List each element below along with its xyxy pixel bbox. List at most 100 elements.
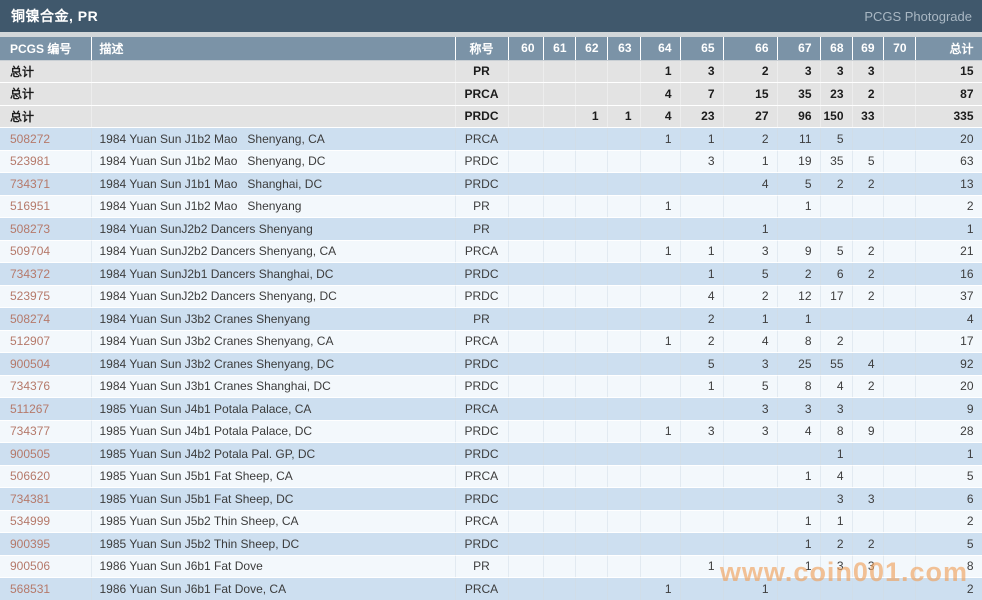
grade-67-cell: 9: [777, 240, 821, 263]
pcgs-number-link[interactable]: 523975: [10, 289, 51, 304]
total-cell: 335: [915, 105, 982, 128]
grade-68-cell: 17: [820, 285, 853, 308]
grade-64-cell: [640, 510, 681, 533]
grade-62-cell: [575, 172, 608, 196]
pcgs-number-link[interactable]: 900395: [10, 536, 51, 551]
pcgs-number-cell: 900395: [0, 532, 92, 556]
grade-70-cell: [883, 510, 916, 533]
grade-70-cell: [883, 307, 916, 331]
grade-64-cell: 1: [640, 127, 681, 151]
table-row: 900504 1984 Yuan Sun J3b2 Cranes Shenyang…: [0, 352, 982, 376]
grade-62-cell: [575, 465, 608, 488]
pcgs-number-link[interactable]: 511267: [10, 401, 50, 416]
grade-63-cell: [607, 397, 641, 421]
grade-65-cell: 3: [680, 420, 724, 443]
grade-62-cell: [575, 397, 608, 421]
grade-69-cell: [852, 397, 884, 421]
grade-68-cell: 3: [820, 397, 853, 421]
grade-61-cell: [543, 195, 576, 218]
pcgs-number-link[interactable]: 900506: [10, 559, 51, 574]
description-cell: 1984 Yuan Sun J1b2 Mao Shenyang: [91, 195, 456, 218]
table-row: 734376 1984 Yuan Sun J3b1 Cranes Shanghai…: [0, 375, 982, 398]
grade-69-cell: [852, 510, 884, 533]
grade-70-cell: [883, 60, 916, 83]
pcgs-number-link[interactable]: 508274: [10, 311, 51, 326]
designation-cell: PRDC: [455, 262, 509, 286]
description-cell: 1985 Yuan Sun J4b2 Potala Pal. GP, DC: [91, 442, 456, 466]
grade-63-cell: [607, 262, 641, 286]
pcgs-number-link[interactable]: 734381: [10, 491, 51, 506]
section-header-bar: 铜镍合金, PR PCGS Photograde: [0, 0, 982, 32]
designation-cell: PRDC: [455, 420, 509, 443]
grade-60-cell: [508, 217, 544, 241]
total-cell: 20: [915, 375, 982, 398]
grade-70-cell: [883, 172, 916, 196]
grade-70-cell: [883, 555, 916, 578]
pcgs-number-link[interactable]: 523981: [10, 154, 51, 169]
grade-60-cell: [508, 82, 544, 106]
pcgs-number-link[interactable]: 900505: [10, 446, 51, 461]
grade-70-cell: [883, 82, 916, 106]
grade-65-cell: 7: [680, 82, 724, 106]
grade-65-cell: 2: [680, 330, 724, 353]
pcgs-number-link[interactable]: 534999: [10, 514, 51, 529]
pcgs-number-link[interactable]: 900504: [10, 356, 51, 371]
grade-65-cell: [680, 397, 724, 421]
grade-70-cell: [883, 262, 916, 286]
pcgs-number-cell: 900505: [0, 442, 92, 466]
grade-69-cell: 9: [852, 420, 884, 443]
grade-62-cell: [575, 60, 608, 83]
pcgs-number-cell: 734372: [0, 262, 92, 286]
grade-60-cell: [508, 352, 544, 376]
grade-67-cell: 96: [777, 105, 821, 128]
designation-cell: PR: [455, 307, 509, 331]
total-cell: 13: [915, 172, 982, 196]
grade-62-cell: [575, 217, 608, 241]
grade-70-cell: [883, 127, 916, 151]
grade-60-cell: [508, 105, 544, 128]
pcgs-number-link[interactable]: 734376: [10, 379, 51, 394]
pcgs-number-link[interactable]: 734372: [10, 266, 51, 281]
summary-row: 总计 PRDC 1 1 4 23 27 96 150 33 335: [0, 105, 982, 128]
grade-66-cell: 2: [723, 60, 778, 83]
grade-60-cell: [508, 195, 544, 218]
grade-68-cell: 2: [820, 532, 853, 556]
grade-69-cell: 5: [852, 150, 884, 173]
pcgs-number-link[interactable]: 506620: [10, 469, 51, 484]
designation-cell: PRCA: [455, 397, 509, 421]
pcgs-number-link[interactable]: 568531: [10, 581, 51, 596]
grade-67-cell: [777, 577, 821, 600]
grade-61-cell: [543, 510, 576, 533]
grade-61-cell: [543, 442, 576, 466]
grade-66-cell: 4: [723, 172, 778, 196]
pcgs-number-link[interactable]: 516951: [10, 199, 51, 214]
description-cell: 1984 Yuan Sun J1b1 Mao Shanghai, DC: [91, 172, 456, 196]
grade-62-cell: [575, 262, 608, 286]
grade-63-cell: [607, 307, 641, 331]
pcgs-number-link[interactable]: 734377: [10, 424, 51, 439]
grade-61-cell: [543, 217, 576, 241]
grade-64-cell: 1: [640, 330, 681, 353]
grade-63-cell: 1: [607, 105, 641, 128]
grade-65-cell: 3: [680, 150, 724, 173]
grade-65-cell: [680, 510, 724, 533]
pcgs-number-link[interactable]: 512907: [10, 334, 51, 349]
grade-61-cell: [543, 532, 576, 556]
total-cell: 8: [915, 555, 982, 578]
grade-66-cell: 3: [723, 420, 778, 443]
grade-60-cell: [508, 262, 544, 286]
pcgs-number-link[interactable]: 508273: [10, 221, 51, 236]
total-cell: 15: [915, 60, 982, 83]
grade-65-cell: 3: [680, 60, 724, 83]
grade-66-cell: [723, 532, 778, 556]
pcgs-number-link[interactable]: 509704: [10, 244, 51, 259]
pcgs-number-link[interactable]: 508272: [10, 131, 51, 146]
grade-65-cell: [680, 172, 724, 196]
grade-70-cell: [883, 465, 916, 488]
grade-70-cell: [883, 352, 916, 376]
grade-68-cell: 6: [820, 262, 853, 286]
designation-cell: PRCA: [455, 465, 509, 488]
pcgs-number-link[interactable]: 734371: [10, 176, 51, 191]
grade-69-cell: 3: [852, 487, 884, 511]
